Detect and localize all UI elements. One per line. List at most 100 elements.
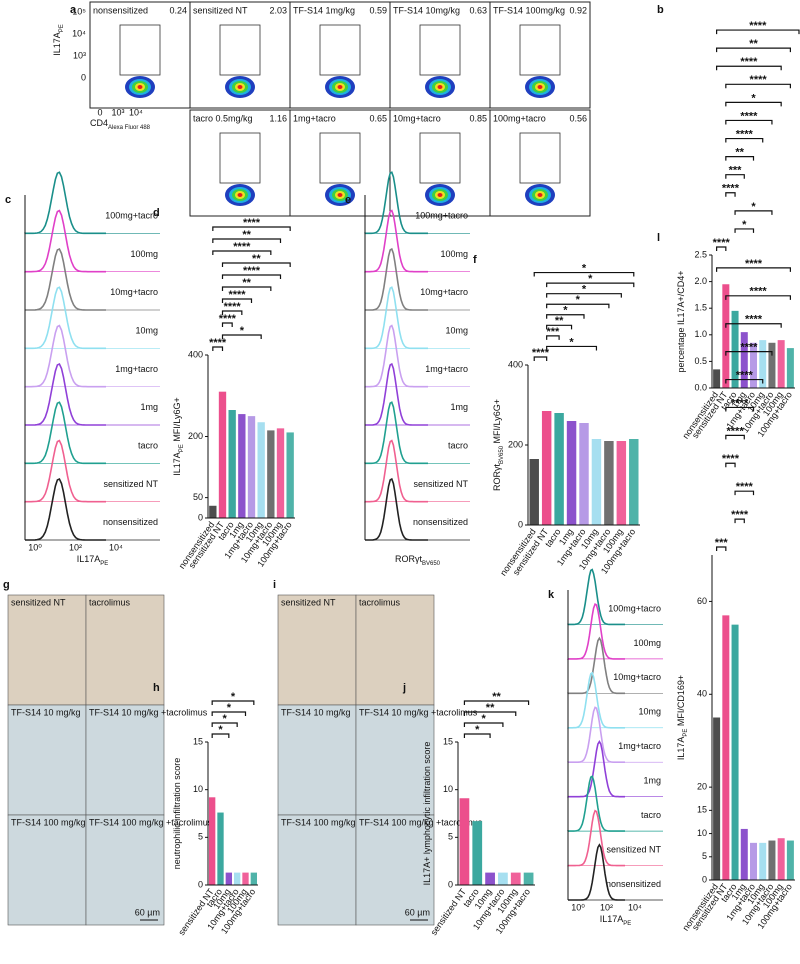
gate	[119, 24, 161, 76]
bar	[209, 505, 217, 518]
label-sub: PE	[623, 921, 631, 927]
row-label: 1mg+tacro	[618, 741, 661, 751]
significance-label: ****	[745, 314, 763, 326]
plot-name: 1mg+tacro	[293, 113, 336, 123]
row-label: 100mg+tacro	[415, 210, 468, 220]
y-tick-label: 0	[448, 879, 453, 889]
histogram-curve	[364, 439, 428, 503]
significance-label: ****	[740, 342, 758, 354]
label-rest: MFI/CD169+	[676, 675, 686, 729]
y-tick-label: 10	[443, 784, 453, 794]
panel-label: k	[548, 589, 555, 601]
tick-label: 10⁴	[72, 28, 86, 38]
significance-bracket	[716, 246, 727, 251]
significance-label: ****	[228, 289, 246, 301]
density	[537, 85, 543, 89]
significance-bracket	[211, 733, 230, 738]
y-tick-label: 15	[697, 805, 707, 815]
axis-label: IL17APE	[600, 914, 632, 926]
label-rest: MFI/Ly6G+	[172, 397, 182, 444]
y-tick-label: 2.0	[694, 276, 707, 286]
micrograph	[355, 594, 435, 706]
label-main: neutrophilic infiltration score	[172, 758, 182, 870]
y-tick-label: 400	[188, 349, 203, 359]
y-tick-label: 1.0	[694, 329, 707, 339]
bar	[238, 414, 246, 518]
plot-percent: 0.92	[569, 5, 587, 15]
y-tick-label: 0	[198, 879, 203, 889]
bar	[209, 797, 216, 885]
plot-percent: 0.85	[469, 113, 487, 123]
tile-label: TF-S14 100 mg/kg +tacrolimus	[89, 817, 213, 827]
panel-label: j	[402, 682, 406, 694]
histogram-curve	[567, 568, 625, 626]
histogram-curve	[24, 171, 106, 235]
tick-label: 0	[97, 107, 102, 117]
significance-label: ****	[243, 217, 261, 229]
y-tick-label: 200	[188, 431, 203, 441]
label-main: RORγt	[395, 554, 422, 564]
y-tick-label: 400	[508, 359, 523, 369]
bar	[566, 421, 577, 525]
significance-label: *	[227, 702, 232, 714]
panel-label: i	[273, 579, 276, 591]
density	[137, 85, 143, 89]
bar	[523, 872, 534, 885]
significance-label: *	[482, 713, 487, 725]
bar	[759, 340, 767, 388]
label-main: IL17A	[600, 914, 624, 924]
y-tick-label: 0	[198, 512, 203, 522]
significance-bracket	[212, 250, 272, 255]
bar	[768, 342, 776, 388]
bar	[740, 828, 748, 880]
significance-bracket	[546, 335, 560, 340]
flow-plot-frame	[489, 1, 591, 109]
label-main: RORγt	[492, 463, 502, 490]
gate	[319, 24, 361, 76]
significance-label: ****	[750, 286, 768, 298]
plot-name: TF-S14 1mg/kg	[293, 5, 355, 15]
tile-label: TF-S14 10 mg/kg	[281, 707, 351, 717]
bar	[777, 340, 785, 388]
significance-label: ****	[736, 481, 754, 493]
bar	[276, 428, 285, 518]
tile-label: TF-S14 100 mg/kg	[281, 817, 356, 827]
significance-label: ****	[224, 301, 242, 313]
bar	[554, 413, 564, 525]
significance-label: *	[563, 305, 568, 317]
y-tick-label: 0.0	[694, 382, 707, 392]
label-main: IL17A	[172, 452, 182, 476]
bar	[250, 872, 257, 885]
label-main: IL17A	[676, 737, 686, 761]
label-main: CD4	[90, 118, 108, 128]
bar	[228, 410, 236, 518]
significance-bracket	[716, 267, 791, 272]
bar	[510, 872, 521, 885]
scale-label: 60 µm	[405, 907, 430, 917]
significance-bracket	[725, 101, 782, 107]
significance-label: **	[242, 277, 251, 289]
tick-label: 10⁵	[72, 6, 86, 16]
row-label: 1mg+tacro	[425, 364, 468, 374]
gate	[319, 132, 361, 184]
significance-label: *	[576, 294, 581, 306]
y-tick-label: 0	[702, 874, 707, 884]
bar	[722, 284, 730, 388]
bar	[257, 422, 265, 518]
significance-label: *	[240, 325, 245, 337]
bar	[713, 369, 721, 388]
row-label: 10mg	[638, 707, 661, 717]
significance-label: *	[582, 262, 587, 274]
label-sub: PE	[179, 444, 185, 452]
histogram-curve	[24, 401, 106, 465]
significance-label: *	[582, 284, 587, 296]
bar	[286, 432, 294, 518]
label-rest: MFI/Ly6G+	[492, 399, 502, 446]
significance-bracket	[725, 323, 782, 328]
significance-bracket	[716, 29, 800, 35]
tile-label: TF-S14 10 mg/kg	[11, 707, 81, 717]
significance-label: *	[751, 92, 756, 104]
plot-name: TF-S14 10mg/kg	[393, 5, 460, 15]
bar	[604, 441, 614, 525]
